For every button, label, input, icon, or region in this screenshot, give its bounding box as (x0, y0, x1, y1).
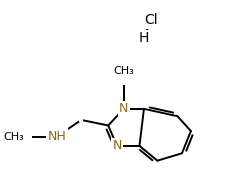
Text: ·: · (123, 82, 124, 83)
Text: H: H (139, 31, 149, 45)
Text: ·: · (81, 119, 82, 121)
Text: NH: NH (47, 130, 66, 143)
Text: Cl: Cl (144, 13, 157, 27)
Text: N: N (119, 102, 128, 115)
Text: CH₃: CH₃ (114, 66, 134, 76)
Text: N: N (112, 139, 122, 152)
Text: CH₃: CH₃ (4, 132, 24, 142)
